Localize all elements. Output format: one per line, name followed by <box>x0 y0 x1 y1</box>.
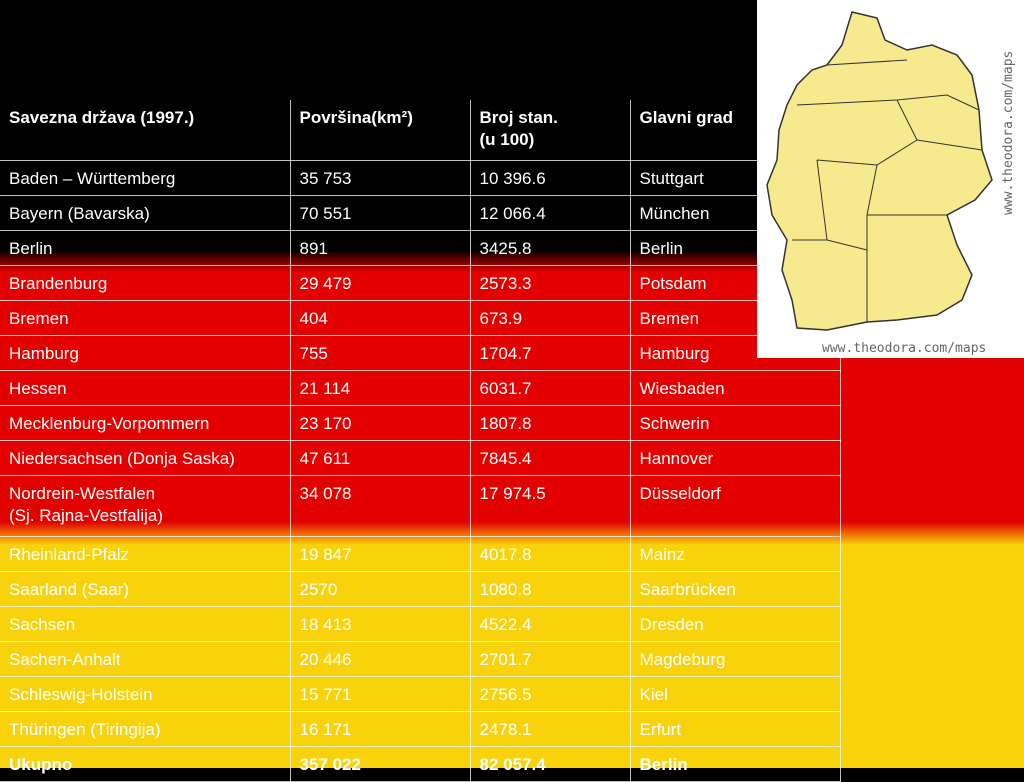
table-cell: 15 771 <box>290 676 471 712</box>
table-cell: Hessen <box>0 370 291 406</box>
table-cell: Dresden <box>630 606 841 642</box>
table-cell: Broj stan. (u 100) <box>470 100 631 161</box>
table-cell: Nordrein-Westfalen (Sj. Rajna-Vestfalija… <box>0 475 291 537</box>
table-row: Hamburg 755 1704.7 Hamburg <box>0 335 841 371</box>
table-cell: Baden – Württemberg <box>0 160 291 196</box>
table-row: Sachen-Anhalt 20 446 2701.7 Magdeburg <box>0 641 841 677</box>
table-cell: 10 396.6 <box>470 160 631 196</box>
table-row: Brandenburg 29 479 2573.3 Potsdam <box>0 265 841 301</box>
table-cell: Berlin <box>630 746 841 782</box>
table-cell: Thüringen (Tiringija) <box>0 711 291 747</box>
table-cell: Kiel <box>630 676 841 712</box>
table-cell: 3425.8 <box>470 230 631 266</box>
table-cell: 20 446 <box>290 641 471 677</box>
table-cell: 29 479 <box>290 265 471 301</box>
table-cell: 2573.3 <box>470 265 631 301</box>
map-credit: www.theodora.com/maps <box>822 341 986 356</box>
table-cell: Bayern (Bavarska) <box>0 195 291 231</box>
table-row: Savezna država (1997.) Površina(km²) Broj … <box>0 100 841 161</box>
table-cell: 4522.4 <box>470 606 631 642</box>
table-row: Sachsen 18 413 4522.4 Dresden <box>0 606 841 642</box>
table-cell: Površina(km²) <box>290 100 471 161</box>
table-cell: 17 974.5 <box>470 475 631 537</box>
table-cell: 7845.4 <box>470 440 631 476</box>
table-cell: 82 057.4 <box>470 746 631 782</box>
table-cell: 2756.5 <box>470 676 631 712</box>
table-cell: Brandenburg <box>0 265 291 301</box>
table-cell: Hamburg <box>0 335 291 371</box>
table-cell: Ukupno <box>0 746 291 782</box>
table-row: Mecklenburg-Vorpommern 23 170 1807.8 Schwer… <box>0 405 841 441</box>
table-cell: Niedersachsen (Donja Saska) <box>0 440 291 476</box>
table-cell: 12 066.4 <box>470 195 631 231</box>
table-row: Schleswig-Holstein 15 771 2756.5 Kiel <box>0 676 841 712</box>
table-cell: Mecklenburg-Vorpommern <box>0 405 291 441</box>
table-row: Rheinland-Pfalz 19 847 4017.8 Mainz <box>0 536 841 572</box>
table-row: Nordrein-Westfalen (Sj. Rajna-Vestfalija… <box>0 475 841 537</box>
table-cell: 404 <box>290 300 471 336</box>
map-outline <box>766 11 993 331</box>
table-cell: Sachsen <box>0 606 291 642</box>
map-borders <box>792 59 983 322</box>
table-row: Niedersachsen (Donja Saska) 47 611 7845.4 H… <box>0 440 841 476</box>
table-cell: 19 847 <box>290 536 471 572</box>
germany-map: www.theodora.com/maps www.theodora.com/m… <box>757 0 1024 358</box>
table-cell: Rheinland-Pfalz <box>0 536 291 572</box>
table-row: Bayern (Bavarska) 70 551 12 066.4 München <box>0 195 841 231</box>
table-cell: 35 753 <box>290 160 471 196</box>
table-cell: 1080.8 <box>470 571 631 607</box>
table-cell: Savezna država (1997.) <box>0 100 291 161</box>
table-cell: Saarbrücken <box>630 571 841 607</box>
table-cell: 673.9 <box>470 300 631 336</box>
table-cell: 34 078 <box>290 475 471 537</box>
table-cell: 2701.7 <box>470 641 631 677</box>
table-cell: 47 611 <box>290 440 471 476</box>
table-cell: 1704.7 <box>470 335 631 371</box>
table-cell: Schwerin <box>630 405 841 441</box>
table-cell: 2570 <box>290 571 471 607</box>
table-cell: 2478.1 <box>470 711 631 747</box>
table-cell: Düsseldorf <box>630 475 841 537</box>
table-row: Ukupno 357 022 82 057.4 Berlin <box>0 746 841 782</box>
table-row: Berlin 891 3425.8 Berlin <box>0 230 841 266</box>
table-cell: Wiesbaden <box>630 370 841 406</box>
table-cell: 21 114 <box>290 370 471 406</box>
table-row: Baden – Württemberg 35 753 10 396.6 Stuttga… <box>0 160 841 196</box>
table-cell: Hannover <box>630 440 841 476</box>
table-cell: 755 <box>290 335 471 371</box>
table-cell: Sachen-Anhalt <box>0 641 291 677</box>
table-row: Bremen 404 673.9 Bremen <box>0 300 841 336</box>
table-cell: Berlin <box>0 230 291 266</box>
table-cell: 23 170 <box>290 405 471 441</box>
table-row: Saarland (Saar) 2570 1080.8 Saarbrücken <box>0 571 841 607</box>
table-cell: Bremen <box>0 300 291 336</box>
table-cell: Schleswig-Holstein <box>0 676 291 712</box>
table-cell: Mainz <box>630 536 841 572</box>
table-cell: Erfurt <box>630 711 841 747</box>
table-cell: 357 022 <box>290 746 471 782</box>
table-cell: 1807.8 <box>470 405 631 441</box>
table-cell: 891 <box>290 230 471 266</box>
table-cell: 70 551 <box>290 195 471 231</box>
map-credit: www.theodora.com/maps <box>1001 51 1016 215</box>
table-cell: 6031.7 <box>470 370 631 406</box>
table-cell: Magdeburg <box>630 641 841 677</box>
table-cell: 16 171 <box>290 711 471 747</box>
table-row: Hessen 21 114 6031.7 Wiesbaden <box>0 370 841 406</box>
table-cell: Saarland (Saar) <box>0 571 291 607</box>
table-cell: 18 413 <box>290 606 471 642</box>
table-cell: 4017.8 <box>470 536 631 572</box>
states-table: Savezna država (1997.) Površina(km²) Broj … <box>0 100 841 782</box>
table-row: Thüringen (Tiringija) 16 171 2478.1 Erfurt <box>0 711 841 747</box>
